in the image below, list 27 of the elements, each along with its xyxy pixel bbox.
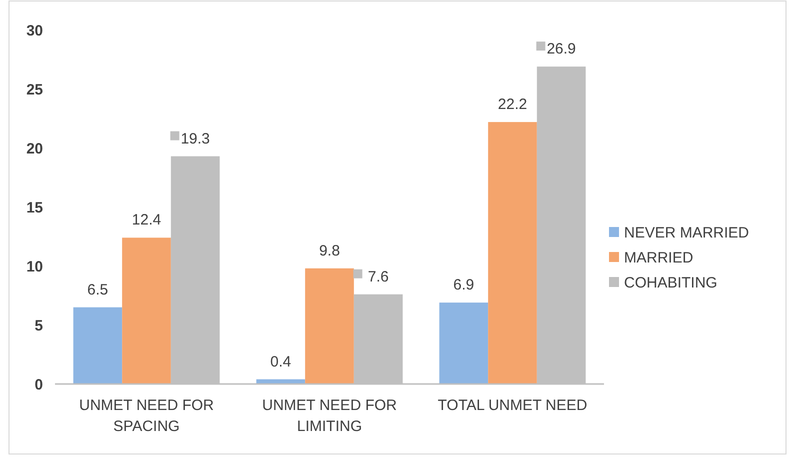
x-tick-label: TOTAL UNMET NEED — [438, 397, 588, 414]
data-label: 9.8 — [319, 242, 340, 260]
legend-label: NEVER MARRIED — [624, 224, 750, 242]
bar — [305, 268, 354, 384]
data-label: 0.4 — [270, 353, 292, 370]
bar — [122, 238, 171, 384]
bar — [73, 307, 122, 384]
y-tick-label: 25 — [26, 81, 43, 98]
data-label: 6.5 — [87, 281, 108, 298]
y-tick-label: 5 — [34, 317, 43, 334]
data-label: 6.9 — [453, 276, 474, 294]
y-tick-label: 0 — [34, 376, 43, 394]
data-label: 12.4 — [132, 212, 162, 229]
bar — [439, 302, 488, 384]
data-label: 26.9 — [546, 40, 576, 58]
data-label: 7.6 — [368, 268, 389, 286]
x-tick-label: UNMET NEED FOR LIMITING — [262, 397, 398, 435]
y-tick-label: 20 — [26, 140, 43, 158]
x-tick-label: UNMET NEED FOR SPACING — [79, 397, 214, 435]
data-label: 19.3 — [180, 130, 210, 148]
legend-label: COHABITING — [624, 274, 718, 292]
data-label: 22.2 — [498, 96, 528, 114]
y-tick-label: 15 — [26, 199, 43, 216]
y-tick-label: 10 — [26, 258, 43, 276]
y-tick-label: 30 — [26, 22, 43, 40]
bar — [488, 122, 537, 384]
legend-label: MARRIED — [624, 249, 694, 266]
